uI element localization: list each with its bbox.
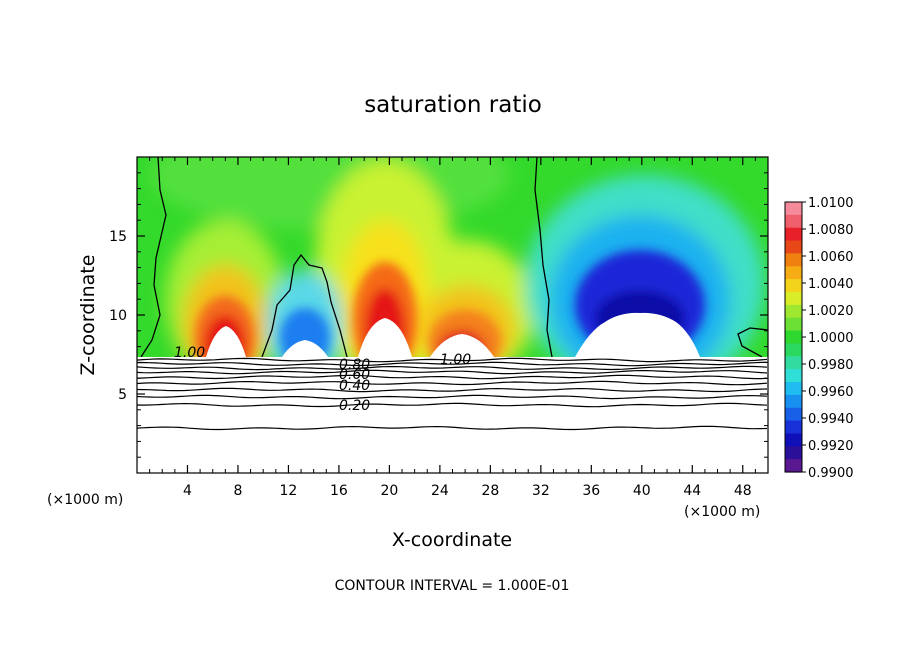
colorbar-swatch xyxy=(785,407,802,422)
contour-line-1.00 xyxy=(737,327,768,357)
x-unit-left: (×1000 m) xyxy=(47,492,123,508)
x-tick-label: 20 xyxy=(380,483,398,499)
colorbar-swatch xyxy=(785,202,802,216)
contour-line xyxy=(136,394,768,400)
colorbar-label: 0.9980 xyxy=(808,358,854,373)
x-tick-label: 48 xyxy=(734,483,752,499)
colorbar-swatch xyxy=(785,266,802,280)
contour-label: 0.40 xyxy=(339,378,370,394)
colorbar-label: 1.0000 xyxy=(808,331,854,346)
x-axis-label: X-coordinate xyxy=(392,529,512,551)
lower-contours xyxy=(136,357,768,431)
colorbar-swatch xyxy=(785,369,802,383)
colorbar-label: 0.9940 xyxy=(808,412,854,427)
colorbar-label: 1.0020 xyxy=(808,304,854,319)
x-tick-label: 28 xyxy=(481,483,499,499)
x-tick-label: 16 xyxy=(330,483,348,499)
colorbar-swatch xyxy=(785,292,802,306)
colorbar-swatch xyxy=(785,317,802,332)
colorbar-swatch xyxy=(785,304,802,319)
colorbar-swatch xyxy=(785,330,802,345)
x-tick-label: 8 xyxy=(233,483,242,499)
x-unit-right: (×1000 m) xyxy=(684,504,760,520)
contour-labels: 1.00 1.00 0.80 0.60 0.40 0.20 xyxy=(174,345,471,414)
contour-line xyxy=(136,374,768,380)
colorbar-swatch xyxy=(785,279,802,293)
x-tick-label: 32 xyxy=(532,483,550,499)
colorbar-swatch xyxy=(785,343,802,357)
plume-core xyxy=(280,308,330,357)
contour-line-1.00 xyxy=(140,157,167,357)
colorbar-label: 1.0060 xyxy=(808,250,854,265)
chart-title: saturation ratio xyxy=(364,92,542,118)
contour-line xyxy=(136,369,768,375)
contour-line-1.00 xyxy=(261,253,348,357)
colorbar-swatch xyxy=(785,240,802,255)
colorbar-swatch xyxy=(785,356,802,370)
colorbar-swatch xyxy=(785,253,802,267)
x-tick-label: 44 xyxy=(683,483,701,499)
contour-line xyxy=(136,380,768,386)
heatmap-field xyxy=(137,157,768,357)
colorbar-label: 1.0080 xyxy=(808,223,854,238)
contour-line xyxy=(136,357,768,363)
contour-line xyxy=(136,402,768,408)
colorbar-swatch xyxy=(785,394,802,409)
masked-region xyxy=(137,312,768,357)
contour-label: 0.60 xyxy=(339,367,370,383)
colorbar-swatch xyxy=(785,433,802,447)
colorbar-label: 0.9920 xyxy=(808,439,854,454)
x-tick-label: 40 xyxy=(633,483,651,499)
colorbar-swatch xyxy=(785,227,802,242)
x-tick-label: 12 xyxy=(280,483,298,499)
colorbar-swatch xyxy=(785,446,802,460)
contour-line xyxy=(136,425,768,431)
x-axis: 4 8 12 16 20 24 28 32 36 40 44 48 xyxy=(149,157,756,499)
contour-line xyxy=(136,387,768,393)
y-axis-label: Z-coordinate xyxy=(77,255,99,376)
contour-line xyxy=(136,365,768,371)
contour-label: 0.20 xyxy=(339,398,370,414)
contour-label: 0.80 xyxy=(339,357,370,373)
contour-interval-note: CONTOUR INTERVAL = 1.000E-01 xyxy=(335,578,570,594)
x-tick-label: 24 xyxy=(431,483,449,499)
colorbar-swatch xyxy=(785,459,802,473)
colorbar: 1.0100 1.0080 1.0060 1.0040 1.0020 1.0000 0.99… xyxy=(784,196,854,481)
y-tick-label: 5 xyxy=(118,387,127,403)
y-axis: 5 10 15 xyxy=(109,172,768,458)
contour-label: 1.00 xyxy=(174,345,205,361)
colorbar-swatch xyxy=(785,382,802,396)
y-tick-label: 15 xyxy=(109,229,127,245)
contour-label: 1.00 xyxy=(440,352,471,368)
colorbar-label: 1.0100 xyxy=(808,196,854,211)
colorbar-swatch xyxy=(785,214,802,229)
colorbar-swatch xyxy=(785,420,802,435)
colorbar-label: 0.9960 xyxy=(808,385,854,400)
y-tick-label: 10 xyxy=(109,308,127,324)
x-tick-label: 4 xyxy=(183,483,192,499)
colorbar-label: 0.9900 xyxy=(808,466,854,481)
x-tick-label: 36 xyxy=(582,483,600,499)
contour-line xyxy=(136,361,768,367)
contour-line-1.00 xyxy=(534,157,553,357)
colorbar-label: 1.0040 xyxy=(808,277,854,292)
